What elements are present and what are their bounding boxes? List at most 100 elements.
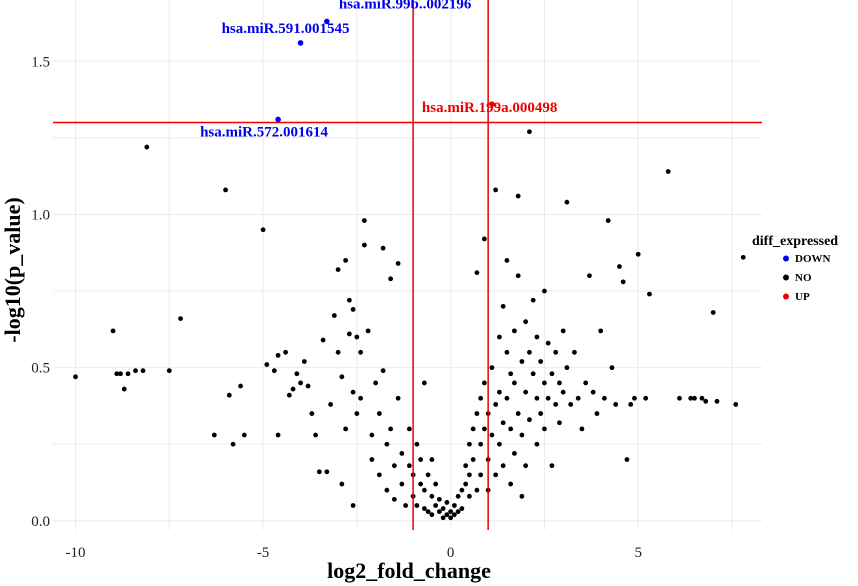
- legend-label: NO: [795, 272, 812, 284]
- data-point-no: [350, 503, 356, 508]
- data-point-no: [575, 395, 581, 401]
- data-point-no: [613, 401, 619, 407]
- data-point-no: [425, 509, 431, 515]
- data-point-no: [512, 380, 517, 386]
- data-point-no: [391, 496, 397, 502]
- data-point-no: [166, 368, 172, 374]
- data-point-down: [275, 116, 281, 123]
- data-point-no: [624, 457, 630, 462]
- data-point-no: [560, 389, 566, 395]
- data-point-no: [339, 374, 345, 380]
- data-point-no: [527, 349, 532, 355]
- data-point-no: [523, 463, 529, 469]
- data-point-up: [489, 101, 495, 107]
- data-point-no: [384, 487, 390, 493]
- data-points: [73, 18, 746, 521]
- data-point-no: [440, 506, 446, 511]
- data-point-no: [380, 245, 386, 251]
- data-point-no: [121, 386, 127, 392]
- data-point-no: [609, 365, 615, 371]
- data-point-no: [549, 371, 555, 377]
- data-point-no: [425, 472, 431, 478]
- data-point-no: [482, 380, 487, 386]
- data-point-no: [508, 426, 514, 432]
- data-point-no: [118, 371, 123, 377]
- data-point-no: [421, 380, 427, 386]
- data-point-down: [324, 18, 330, 25]
- data-point-no: [418, 481, 424, 487]
- data-point-no: [144, 144, 150, 150]
- data-point-no: [350, 389, 356, 395]
- legend: diff_expressed DOWN NO UP: [752, 234, 838, 303]
- data-point-no: [677, 395, 682, 401]
- y-tick-label: 1.0: [31, 207, 50, 223]
- data-point-no: [339, 481, 345, 487]
- data-point-no: [482, 426, 487, 432]
- data-point-no: [226, 392, 232, 398]
- data-point-no: [740, 254, 746, 260]
- data-point-no: [114, 371, 120, 377]
- data-point-no: [463, 481, 469, 487]
- x-tick-label: -10: [66, 545, 86, 561]
- data-point-no: [414, 503, 420, 508]
- data-point-no: [178, 316, 183, 322]
- data-point-no: [369, 432, 375, 438]
- data-point-no: [557, 380, 562, 386]
- data-point-no: [238, 383, 243, 389]
- data-point-no: [500, 463, 506, 469]
- grid-lines: [53, 0, 762, 530]
- data-point-no: [474, 270, 480, 276]
- data-point-no: [632, 395, 637, 401]
- data-point-no: [361, 242, 367, 248]
- data-point-no: [429, 512, 435, 518]
- legend-label: DOWN: [795, 253, 831, 265]
- data-point-no: [493, 472, 499, 478]
- data-point-no: [617, 264, 622, 269]
- data-point-no: [388, 426, 394, 432]
- data-point-no: [440, 515, 446, 521]
- data-point-no: [444, 512, 450, 518]
- data-point-no: [560, 328, 566, 334]
- y-tick-label: 1.5: [31, 54, 50, 70]
- data-point-no: [583, 380, 589, 386]
- data-point-no: [316, 469, 322, 475]
- data-point-no: [542, 288, 547, 294]
- data-point-no: [331, 313, 337, 318]
- data-point-no: [489, 432, 495, 438]
- data-point-no: [406, 426, 412, 432]
- point-label: hsa.miR.199a.000498: [422, 100, 557, 116]
- data-point-no: [692, 395, 697, 401]
- data-point-no: [350, 307, 356, 312]
- data-point-no: [538, 359, 544, 364]
- data-point-no: [313, 432, 318, 438]
- point-label: hsa.miR.99b..002196: [339, 0, 472, 12]
- data-point-no: [572, 349, 577, 355]
- data-point-no: [403, 503, 409, 508]
- data-point-no: [534, 334, 540, 340]
- data-point-no: [283, 349, 288, 355]
- data-point-no: [493, 401, 499, 407]
- legend-key-down: [783, 255, 789, 262]
- data-point-no: [399, 481, 405, 487]
- data-point-no: [587, 273, 592, 279]
- data-point-no: [598, 328, 604, 334]
- data-point-no: [354, 334, 360, 340]
- threshold-lines: [53, 0, 762, 530]
- data-point-down: [297, 40, 304, 46]
- data-point-no: [384, 441, 390, 447]
- data-point-no: [519, 432, 525, 438]
- data-point-no: [346, 297, 352, 303]
- data-point-no: [444, 500, 450, 505]
- data-point-no: [489, 365, 495, 371]
- data-point-no: [286, 392, 292, 398]
- data-point-no: [391, 463, 397, 469]
- y-axis-title: -log10(p_value): [0, 197, 25, 342]
- data-point-no: [478, 472, 484, 478]
- data-point-no: [388, 276, 394, 282]
- data-point-no: [223, 187, 228, 193]
- data-point-no: [665, 169, 671, 174]
- data-point-no: [429, 493, 435, 499]
- y-tick-label: 0.5: [31, 361, 50, 377]
- data-point-no: [504, 395, 510, 401]
- data-point-no: [553, 349, 559, 355]
